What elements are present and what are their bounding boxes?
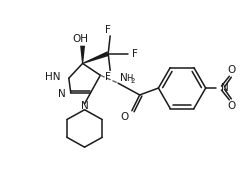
Text: H: H bbox=[126, 74, 132, 83]
Text: F: F bbox=[105, 72, 111, 82]
Text: HN: HN bbox=[45, 72, 61, 82]
Text: N: N bbox=[221, 83, 229, 93]
Text: F: F bbox=[132, 48, 138, 59]
Text: O: O bbox=[121, 112, 129, 122]
Text: O: O bbox=[227, 101, 235, 111]
Text: 2: 2 bbox=[131, 78, 135, 84]
Text: N: N bbox=[81, 101, 88, 111]
Text: N: N bbox=[58, 89, 66, 99]
Text: O: O bbox=[227, 65, 235, 75]
Text: N: N bbox=[120, 73, 128, 83]
Text: OH: OH bbox=[73, 34, 89, 44]
Polygon shape bbox=[82, 51, 109, 64]
Polygon shape bbox=[80, 46, 85, 64]
Text: F: F bbox=[105, 25, 111, 35]
